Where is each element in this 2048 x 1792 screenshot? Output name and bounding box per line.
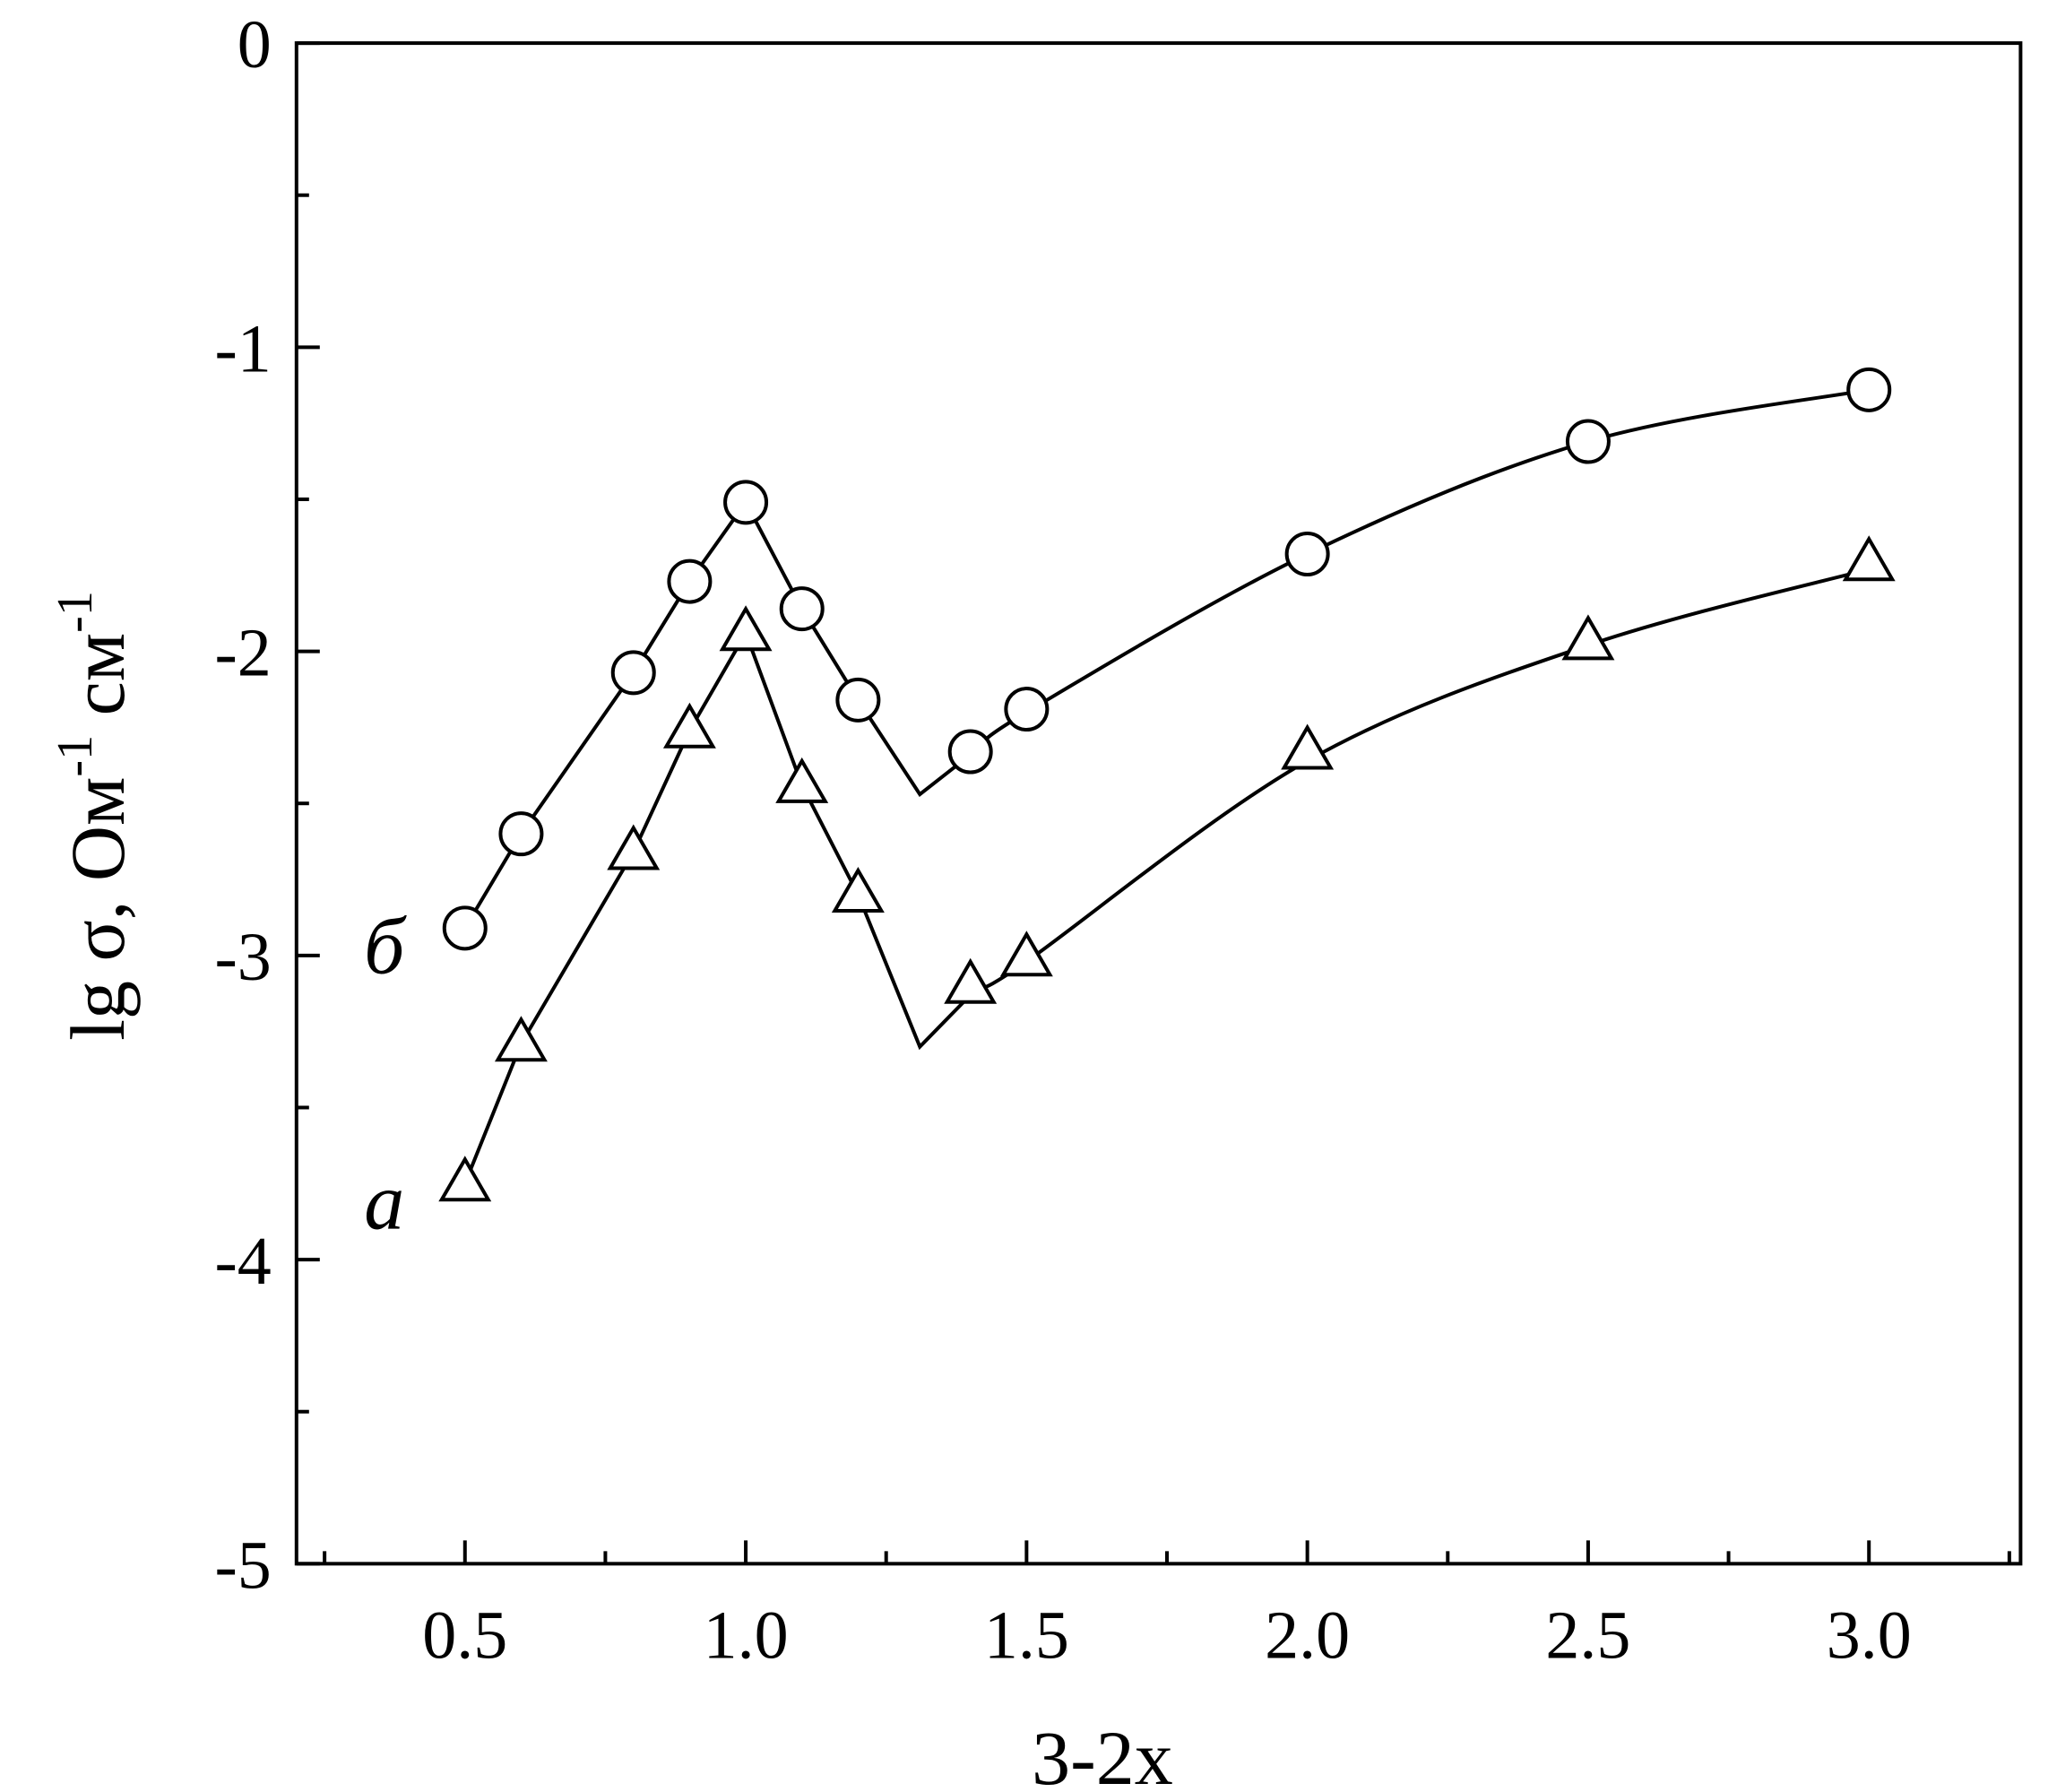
point bbox=[667, 558, 713, 604]
point bbox=[498, 811, 544, 857]
point bbox=[775, 757, 829, 803]
point bbox=[947, 729, 993, 775]
point bbox=[662, 702, 716, 749]
point bbox=[1565, 419, 1611, 464]
point bbox=[831, 866, 885, 913]
x-tick-label: 3.0 bbox=[1827, 1597, 1912, 1673]
y-tick-label: -2 bbox=[214, 616, 271, 691]
x-tick-label: 2.0 bbox=[1265, 1597, 1350, 1673]
y-tick-label: -3 bbox=[214, 920, 271, 995]
y-title-part: см bbox=[55, 633, 141, 735]
y-tick-label: 0 bbox=[238, 7, 272, 82]
point bbox=[1284, 532, 1330, 577]
series-line bbox=[463, 387, 1870, 930]
y-tick-label: -1 bbox=[214, 311, 271, 386]
point bbox=[442, 905, 488, 951]
point bbox=[944, 957, 998, 1004]
y-tick-label: -5 bbox=[214, 1528, 271, 1603]
point bbox=[1281, 723, 1335, 770]
y-title-sup: -1 bbox=[48, 735, 103, 777]
x-tick-label: 2.5 bbox=[1545, 1597, 1630, 1673]
point bbox=[438, 1156, 492, 1202]
point bbox=[1004, 687, 1050, 732]
x-axis-title: 3-2x bbox=[1032, 1715, 1173, 1792]
y-title-sup: -1 bbox=[48, 591, 103, 633]
series-label: а bbox=[364, 1157, 404, 1246]
y-title-part: lg σ, Ом bbox=[55, 777, 141, 1041]
point bbox=[719, 605, 773, 652]
point bbox=[494, 1016, 548, 1062]
series-line bbox=[462, 567, 1870, 1185]
point bbox=[779, 586, 825, 632]
y-axis-title: lg σ, Ом-1 см-1 bbox=[48, 591, 141, 1041]
point bbox=[723, 480, 769, 525]
point bbox=[835, 677, 881, 723]
point bbox=[1842, 535, 1896, 582]
point bbox=[1561, 614, 1615, 661]
y-tick-label: -4 bbox=[214, 1224, 271, 1299]
point bbox=[999, 931, 1053, 977]
x-tick-label: 1.0 bbox=[704, 1597, 789, 1673]
point bbox=[1846, 367, 1892, 412]
point bbox=[607, 824, 661, 870]
series-label: б bbox=[364, 902, 407, 991]
x-tick-label: 1.5 bbox=[984, 1597, 1069, 1673]
plot-frame bbox=[294, 41, 2023, 1566]
point bbox=[610, 650, 656, 696]
x-tick-label: 0.5 bbox=[422, 1597, 507, 1673]
